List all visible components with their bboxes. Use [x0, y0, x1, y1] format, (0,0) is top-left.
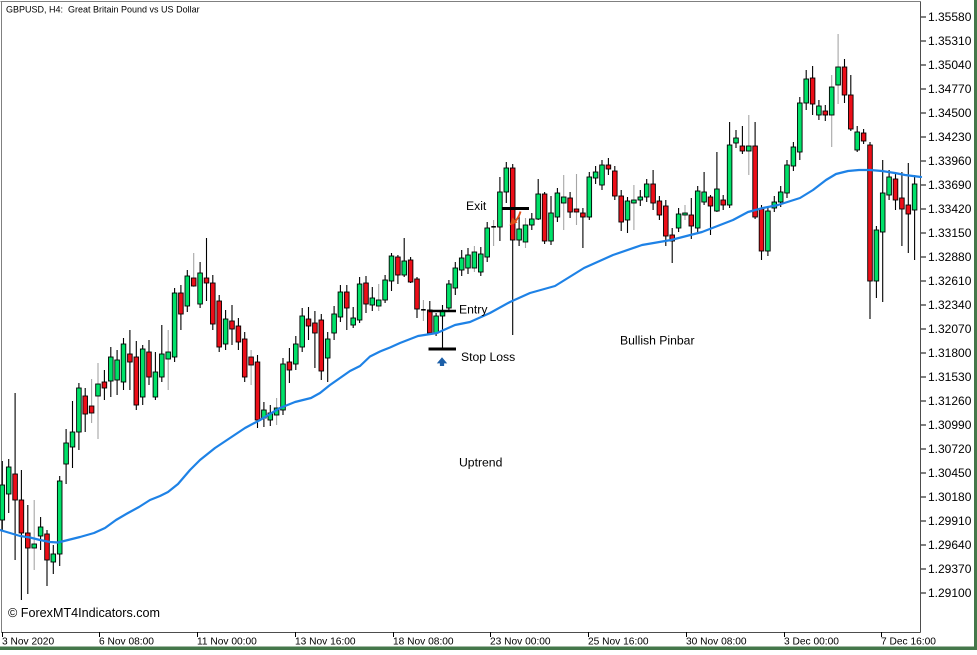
svg-text:1.34500: 1.34500: [928, 106, 972, 120]
svg-text:1.32880: 1.32880: [928, 250, 972, 264]
svg-text:1.34230: 1.34230: [928, 130, 972, 144]
svg-text:3 Nov 2020: 3 Nov 2020: [2, 637, 54, 648]
svg-text:1.29100: 1.29100: [928, 586, 972, 600]
svg-text:1.31530: 1.31530: [928, 370, 972, 384]
svg-text:1.30990: 1.30990: [928, 418, 972, 432]
svg-text:1.33420: 1.33420: [928, 202, 972, 216]
svg-text:Exit: Exit: [466, 199, 487, 213]
svg-text:1.30180: 1.30180: [928, 490, 972, 504]
svg-text:23 Nov 00:00: 23 Nov 00:00: [490, 637, 551, 648]
svg-text:1.33690: 1.33690: [928, 178, 972, 192]
svg-text:7 Dec 16:00: 7 Dec 16:00: [881, 637, 936, 648]
svg-text:11 Nov 00:00: 11 Nov 00:00: [197, 637, 257, 648]
svg-text:1.31260: 1.31260: [928, 394, 972, 408]
svg-text:1.35310: 1.35310: [928, 34, 972, 48]
svg-text:© ForexMT4Indicators.com: © ForexMT4Indicators.com: [8, 606, 160, 620]
svg-text:1.31800: 1.31800: [928, 346, 972, 360]
svg-text:1.29640: 1.29640: [928, 538, 972, 552]
svg-text:1.34770: 1.34770: [928, 82, 972, 96]
svg-text:Uptrend: Uptrend: [459, 456, 502, 470]
svg-text:1.30720: 1.30720: [928, 442, 972, 456]
svg-text:1.30450: 1.30450: [928, 466, 972, 480]
svg-text:GBPUSD, H4: Great Britain Pou: GBPUSD, H4: Great Britain Pound vs US Do…: [6, 5, 200, 15]
svg-text:1.32070: 1.32070: [928, 322, 972, 336]
svg-text:1.35040: 1.35040: [928, 58, 972, 72]
svg-text:13 Nov 16:00: 13 Nov 16:00: [295, 637, 356, 648]
svg-text:6 Nov 08:00: 6 Nov 08:00: [99, 637, 154, 648]
svg-text:Bullish Pinbar: Bullish Pinbar: [620, 334, 695, 348]
svg-text:25 Nov 16:00: 25 Nov 16:00: [588, 637, 649, 648]
svg-text:18 Nov 08:00: 18 Nov 08:00: [393, 637, 454, 648]
svg-text:Entry: Entry: [459, 303, 488, 317]
svg-text:1.33150: 1.33150: [928, 226, 972, 240]
svg-text:1.32340: 1.32340: [928, 298, 972, 312]
svg-text:1.35580: 1.35580: [928, 10, 972, 24]
svg-text:1.32610: 1.32610: [928, 274, 972, 288]
svg-text:Stop Loss: Stop Loss: [461, 350, 515, 364]
svg-text:1.29370: 1.29370: [928, 562, 972, 576]
svg-text:30 Nov 08:00: 30 Nov 08:00: [686, 637, 747, 648]
svg-text:3 Dec 00:00: 3 Dec 00:00: [784, 637, 839, 648]
svg-text:1.29910: 1.29910: [928, 514, 972, 528]
svg-text:1.33960: 1.33960: [928, 154, 972, 168]
